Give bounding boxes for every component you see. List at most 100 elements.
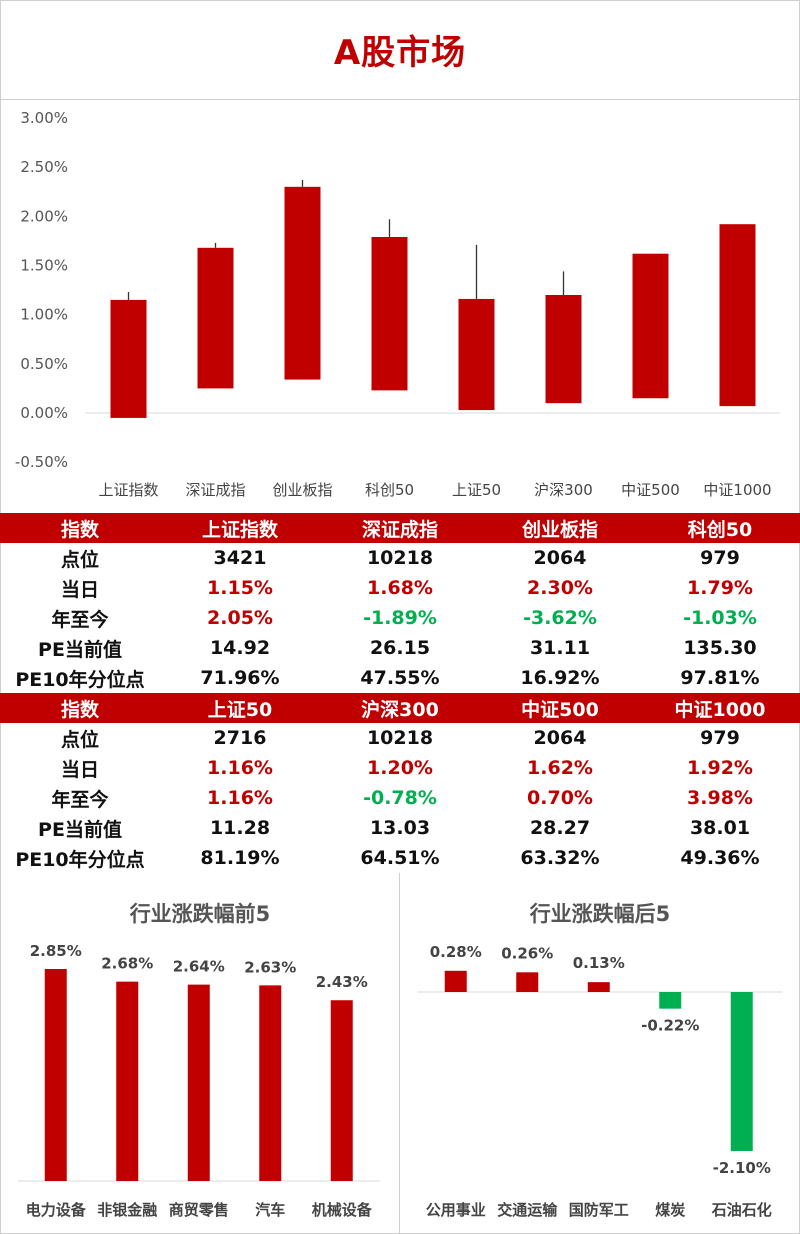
table-row: PE当前值 11.28 13.03 28.27 38.01 — [0, 813, 800, 843]
industry-bottom5-chart: 行业涨跌幅后5 0.28% 公用事业 0.26% 交通运输 0.13% 国防军工 -0.22%… — [418, 902, 782, 1219]
value-cell: 135.30 — [683, 637, 757, 659]
value-cell: 10218 — [366, 727, 434, 749]
header-cell: 深证成指 — [320, 513, 480, 543]
value-cell: 13.03 — [369, 817, 431, 839]
value-cell: 1.62% — [527, 757, 593, 779]
bar — [44, 969, 67, 1181]
bar — [330, 1000, 353, 1181]
value-cell: 1.16% — [207, 757, 273, 779]
table-row: 点位 2716 10218 2064 979 — [0, 723, 800, 753]
table-header-row: 指数 上证50 沪深300 中证500 中证1000 — [0, 693, 800, 723]
value-cell: 10218 — [366, 547, 434, 569]
value-cell: 47.55% — [360, 667, 440, 689]
value-cell: 81.19% — [200, 847, 280, 869]
table-row: PE10年分位点 71.96% 47.55% 16.92% 97.81% — [0, 663, 800, 693]
value-cell: 14.92 — [209, 637, 271, 659]
range-bar — [545, 295, 582, 404]
header-cell: 中证1000 — [640, 693, 800, 723]
value-cell: 2064 — [533, 547, 587, 569]
bar — [187, 984, 210, 1181]
category-label: 交通运输 — [497, 1201, 558, 1219]
value-cell: 26.15 — [369, 637, 431, 659]
data-label: 2.43% — [316, 973, 368, 991]
chart-title: 行业涨跌幅前5 — [129, 902, 271, 926]
table-row: 点位 3421 10218 2064 979 — [0, 543, 800, 573]
category-label: 中证500 — [621, 481, 680, 499]
value-cell: 979 — [700, 547, 740, 569]
chart-title: 行业涨跌幅后5 — [529, 902, 671, 926]
value-cell: -3.62% — [523, 607, 597, 629]
value-cell: 0.70% — [527, 787, 593, 809]
category-label: 沪深300 — [534, 481, 593, 499]
range-bar — [632, 253, 669, 399]
data-label: 2.68% — [101, 955, 153, 973]
table-row: PE当前值 14.92 26.15 31.11 135.30 — [0, 633, 800, 663]
row-label: 年至今 — [51, 608, 109, 631]
category-label: 汽车 — [255, 1201, 285, 1219]
range-bar — [719, 224, 756, 407]
data-label: 0.13% — [573, 954, 625, 972]
header-cell: 沪深300 — [320, 693, 480, 723]
row-label: 当日 — [60, 758, 99, 781]
row-label: 点位 — [60, 548, 99, 571]
value-cell: 63.32% — [520, 847, 600, 869]
header-cell: 指数 — [0, 693, 160, 723]
category-label: 上证50 — [452, 481, 501, 499]
data-label: 2.64% — [173, 958, 225, 976]
title-box: A股市场 — [0, 0, 800, 100]
range-bar — [371, 236, 408, 391]
category-label: 上证指数 — [98, 481, 158, 499]
value-cell: 1.16% — [207, 787, 273, 809]
row-label: 点位 — [60, 728, 99, 751]
y-tick-label: 0.00% — [20, 404, 68, 422]
bottom-divider — [399, 873, 400, 1234]
header-cell: 上证50 — [160, 693, 320, 723]
category-label: 非银金融 — [97, 1201, 157, 1219]
value-cell: 49.36% — [680, 847, 760, 869]
range-bar — [284, 186, 321, 380]
data-label: 2.63% — [244, 958, 296, 976]
bar — [587, 982, 610, 992]
category-label: 中证1000 — [703, 481, 771, 499]
index-table-1: 指数 上证指数 深证成指 创业板指 科创50 点位 3421 10218 2064 979 当日 1.… — [0, 513, 800, 693]
value-cell: 71.96% — [200, 667, 280, 689]
table-row: 当日 1.16% 1.20% 1.62% 1.92% — [0, 753, 800, 783]
y-tick-label: 1.00% — [20, 306, 68, 324]
value-cell: 1.79% — [687, 577, 753, 599]
value-cell: 1.20% — [367, 757, 433, 779]
category-label: 公用事业 — [426, 1201, 486, 1219]
table-row: PE10年分位点 81.19% 64.51% 63.32% 49.36% — [0, 843, 800, 873]
table-row: 年至今 2.05% -1.89% -3.62% -1.03% — [0, 603, 800, 633]
page-title: A股市场 — [333, 33, 467, 73]
row-label: PE10年分位点 — [15, 668, 145, 691]
y-tick-label: 1.50% — [20, 257, 68, 275]
y-tick-label: -0.50% — [15, 453, 68, 471]
industry-top5-chart: 行业涨跌幅前5 2.85% 电力设备 2.68% 非银金融 2.64% 商贸零售 2.63% 汽… — [18, 902, 380, 1219]
value-cell: 1.92% — [687, 757, 753, 779]
row-label: PE当前值 — [38, 818, 122, 841]
bar — [116, 981, 139, 1181]
value-cell: 3421 — [213, 547, 267, 569]
bar — [444, 970, 467, 992]
index-range-chart: 3.00% 2.50% 2.00% 1.50% 1.00% 0.50% 0.00% -0.50… — [15, 109, 780, 499]
y-tick-label: 3.00% — [20, 109, 68, 127]
category-label: 创业板指 — [272, 481, 332, 499]
y-tick-label: 2.50% — [20, 158, 68, 176]
header-cell: 中证500 — [480, 693, 640, 723]
header-cell: 指数 — [0, 513, 160, 543]
category-label: 科创50 — [365, 481, 414, 499]
row-label: PE10年分位点 — [15, 848, 145, 871]
value-cell: 2.05% — [207, 607, 273, 629]
range-bar — [458, 298, 495, 411]
y-tick-label: 2.00% — [20, 207, 68, 225]
value-cell: 11.28 — [209, 817, 271, 839]
value-cell: 38.01 — [689, 817, 751, 839]
row-label: 年至今 — [51, 788, 109, 811]
category-label: 机械设备 — [312, 1201, 373, 1219]
bar — [516, 972, 539, 992]
table-row: 年至今 1.16% -0.78% 0.70% 3.98% — [0, 783, 800, 813]
table-row: 当日 1.15% 1.68% 2.30% 1.79% — [0, 573, 800, 603]
header-cell: 上证指数 — [160, 513, 320, 543]
value-cell: 2716 — [213, 727, 267, 749]
category-label: 商贸零售 — [169, 1201, 229, 1219]
